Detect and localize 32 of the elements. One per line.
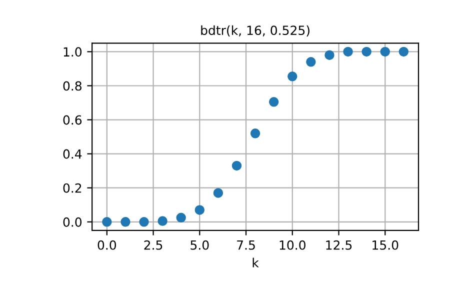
y-tick-label: 0.4: [63, 149, 82, 159]
point: [306, 57, 316, 67]
x-tick-label: 10.0: [280, 240, 306, 250]
point: [158, 216, 168, 226]
y-tick-label: 1.0: [64, 47, 82, 57]
point: [102, 217, 112, 227]
y-tick-label: 0.8: [63, 81, 82, 91]
point: [213, 188, 224, 198]
point: [176, 212, 186, 222]
chart-title: bdtr(k, 16, 0.525): [201, 25, 310, 37]
x-tick-label: 0.0: [98, 240, 116, 250]
point: [288, 72, 298, 82]
x-tick-label: 7.5: [237, 240, 255, 250]
y-tick-label: 0.2: [63, 183, 82, 193]
x-tick-label: 15.0: [372, 240, 398, 250]
point: [250, 128, 260, 138]
x-tick-label: 5.0: [190, 240, 209, 250]
point: [194, 205, 205, 215]
point: [139, 217, 149, 227]
point: [362, 46, 372, 57]
y-tick-label: 0.6: [63, 115, 82, 125]
point: [380, 46, 390, 57]
point: [120, 217, 130, 227]
y-tick-label: 0.0: [63, 217, 82, 227]
x-axis-title: k: [252, 258, 259, 268]
point: [268, 97, 279, 107]
point: [398, 46, 409, 57]
point: [324, 50, 334, 60]
x-tick-label: 2.5: [144, 240, 162, 250]
point: [343, 46, 353, 57]
point: [232, 160, 242, 171]
x-tick-label: 12.5: [326, 240, 352, 250]
